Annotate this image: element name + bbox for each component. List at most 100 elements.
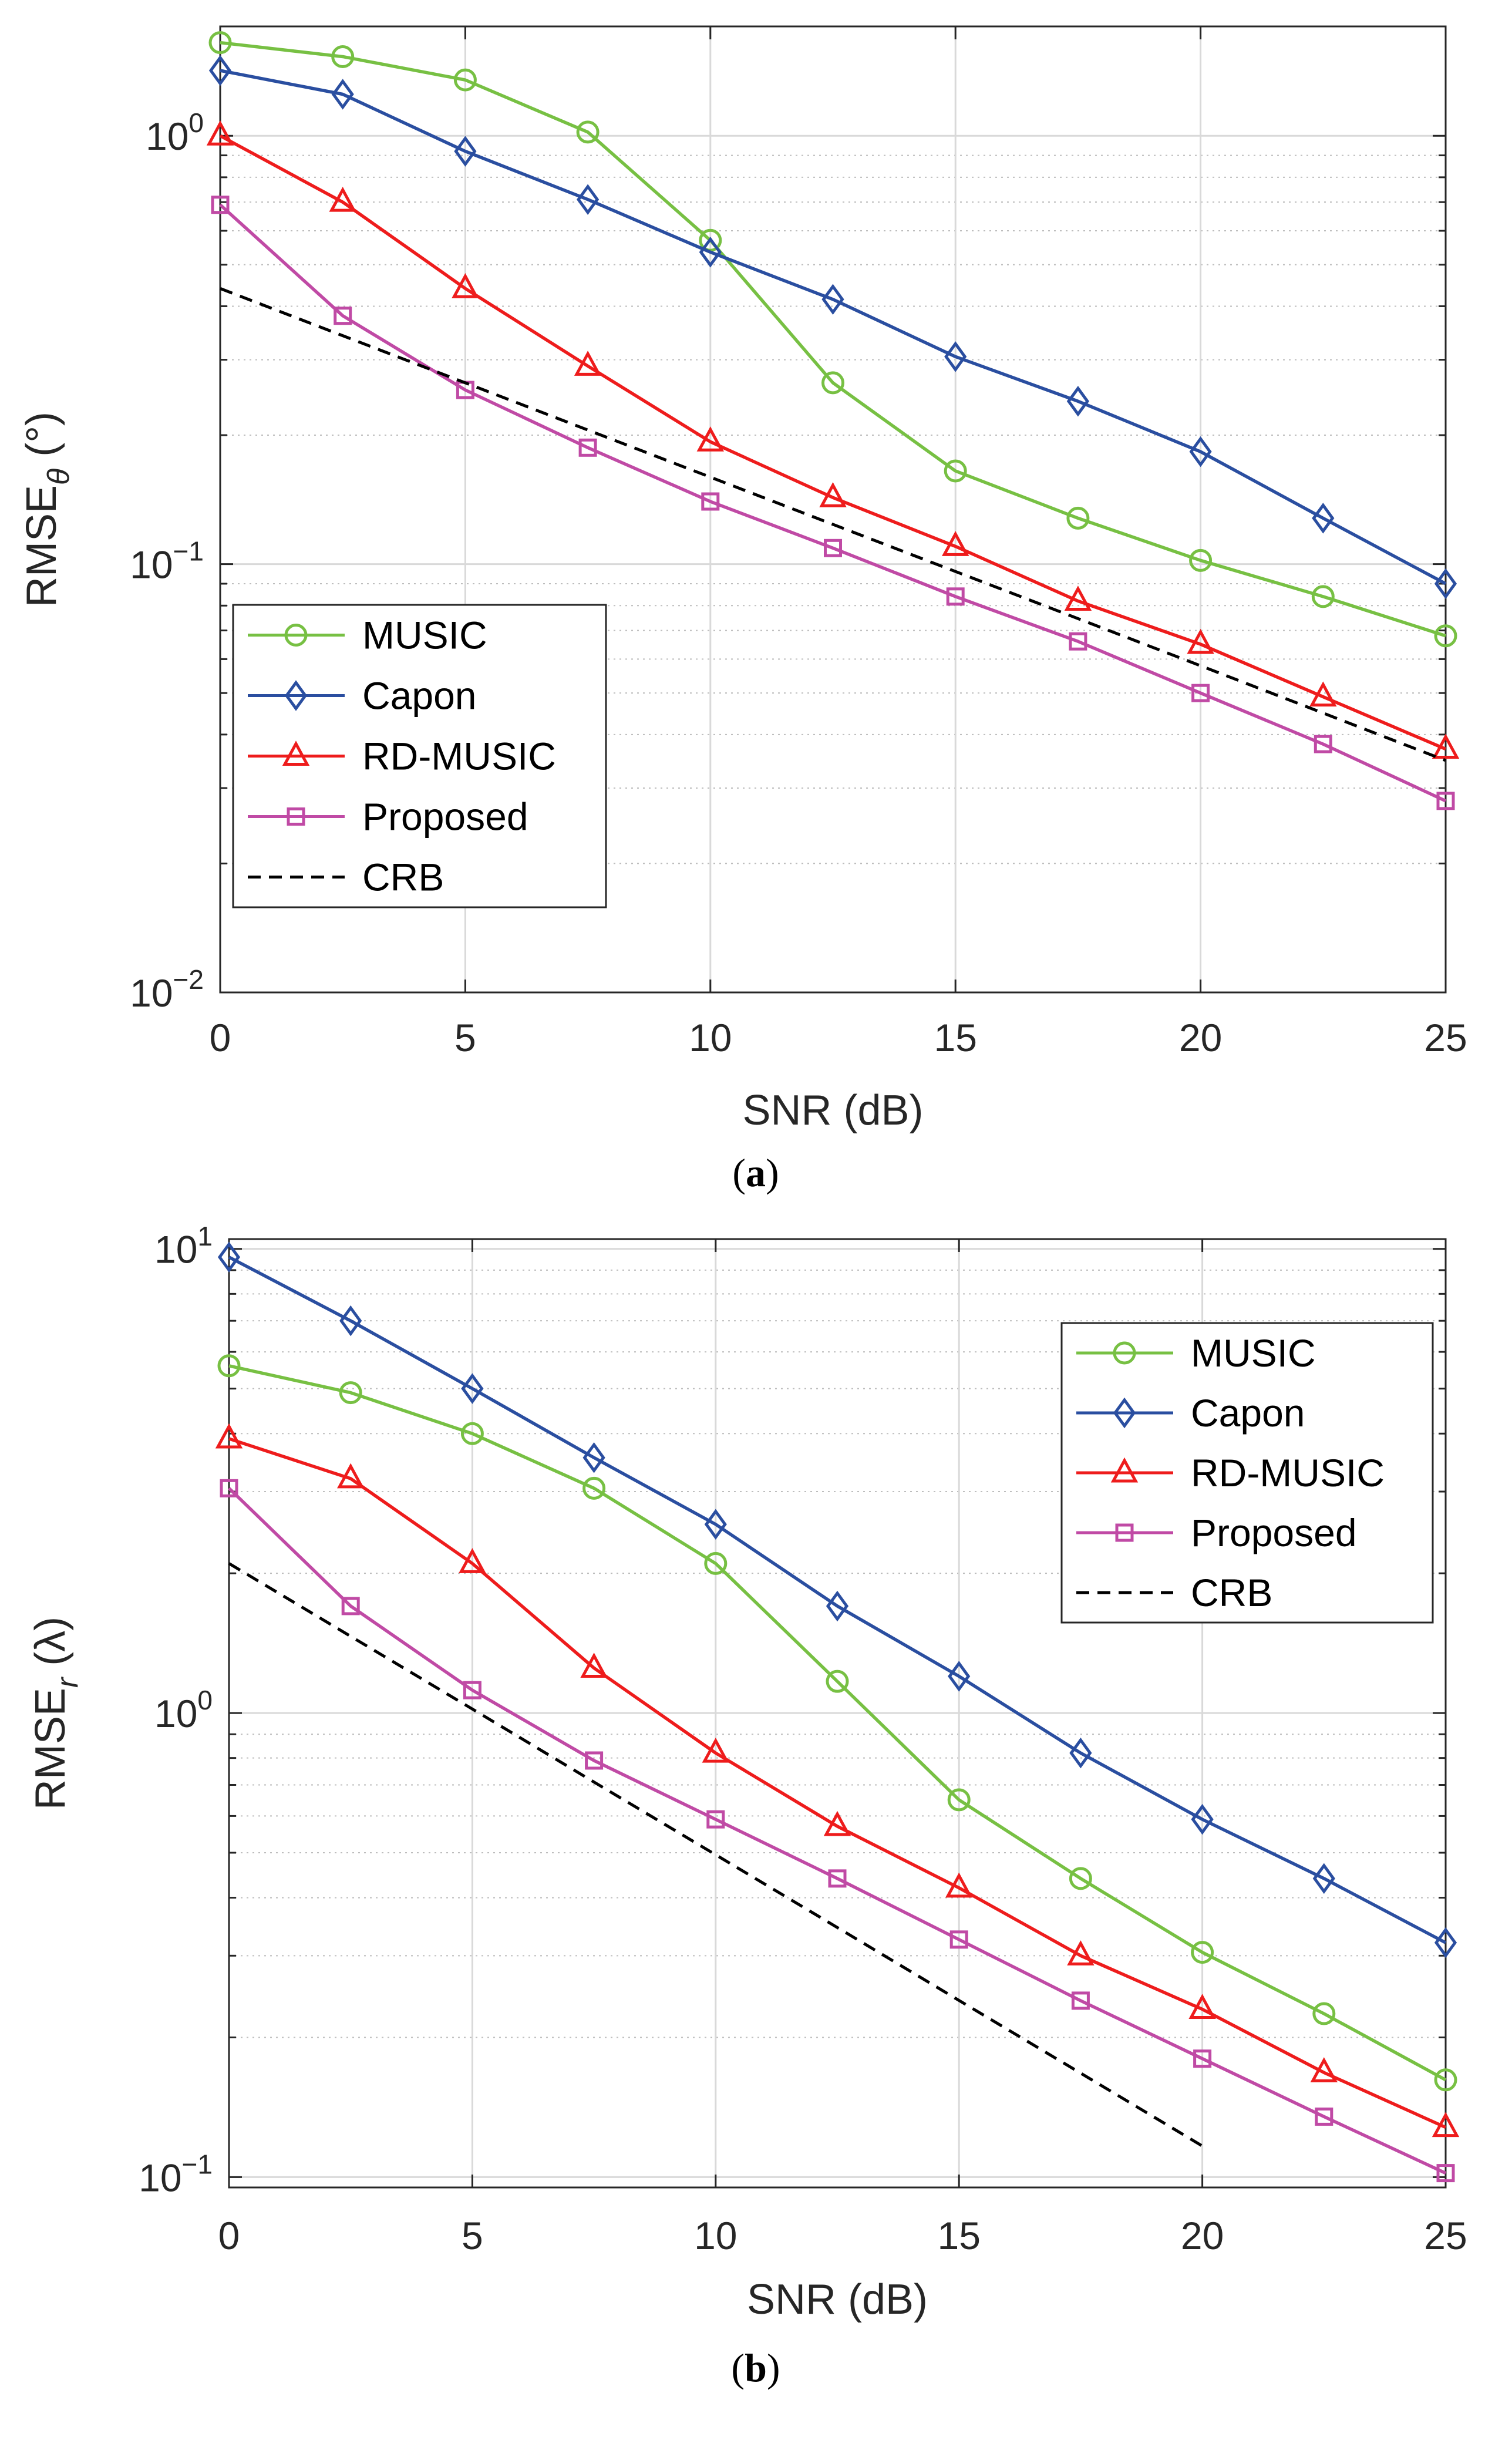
capon-line	[220, 69, 1447, 585]
rdmusic-marker	[702, 1737, 730, 1763]
legend-proposed-label: Proposed	[1191, 1511, 1357, 1554]
rdmusic-marker	[1067, 1940, 1095, 1965]
rdmusic-marker	[215, 1423, 243, 1449]
proposed-marker	[220, 1479, 238, 1497]
music-marker	[582, 1476, 606, 1500]
chart-b: 0 5 10 15 20 25 10−1 100 101 SNR (dB) RMSEr (λ) MUS…	[27, 1221, 1467, 2390]
legend-music-marker	[284, 624, 308, 647]
capon-line	[228, 1256, 1447, 1944]
proposed-marker	[578, 438, 597, 457]
capon-marker	[821, 284, 844, 315]
rdmusic-marker	[1187, 628, 1214, 654]
music-marker	[826, 1670, 849, 1693]
series-rdmusic	[215, 1423, 1460, 2138]
proposed-marker	[585, 1751, 604, 1770]
proposed-line	[219, 203, 1447, 803]
crb-line	[220, 287, 1446, 762]
proposed-marker	[1315, 2107, 1333, 2126]
proposed-line	[228, 1487, 1447, 2175]
proposed-marker	[334, 307, 352, 325]
capon-marker	[699, 237, 722, 268]
music-marker	[1434, 624, 1457, 648]
series-proposed	[220, 1479, 1455, 2183]
legend-proposed-marker	[1115, 1523, 1134, 1542]
x-tick-label: 0	[210, 1016, 231, 1059]
rdmusic-marker	[574, 351, 602, 376]
capon-marker	[582, 1442, 605, 1473]
x-tick-label: 10	[694, 2214, 737, 2257]
x-tick-label: 25	[1424, 2214, 1467, 2257]
music-marker	[460, 1422, 484, 1445]
x-axis-label: SNR (dB)	[747, 2276, 928, 2323]
y-tick-label: 10−2	[130, 964, 204, 1015]
y-axis-label: RMSEr (λ)	[27, 1617, 85, 1810]
legend: MUSIC Capon RD-MUSIC Proposed CRB	[1060, 1322, 1434, 1624]
rdmusic-marker	[336, 1463, 365, 1489]
legend-rdmusic-label: RD-MUSIC	[362, 735, 556, 778]
x-axis-label: SNR (dB)	[742, 1087, 923, 1134]
x-tick-label: 15	[934, 1016, 976, 1059]
legend-rdmusic-marker	[1110, 1457, 1139, 1483]
plot-frame	[219, 25, 1447, 994]
series-crb	[220, 287, 1446, 762]
rdmusic-marker	[1309, 681, 1337, 707]
capon-marker	[1189, 436, 1212, 467]
rdmusic-marker	[696, 426, 725, 452]
rdmusic-marker	[1188, 1994, 1216, 2020]
x-tick-label: 10	[689, 1016, 732, 1059]
proposed-marker	[946, 587, 965, 606]
x-tick-label: 0	[218, 2214, 240, 2257]
rdmusic-marker	[823, 1810, 851, 1836]
music-marker	[821, 371, 844, 395]
music-marker	[1066, 506, 1090, 530]
rdmusic-marker	[206, 120, 234, 146]
music-marker	[1311, 585, 1335, 608]
x-tick-label: 20	[1181, 2214, 1224, 2257]
y-tick-label: 100	[154, 1685, 213, 1735]
music-marker	[453, 68, 477, 92]
music-marker	[947, 1788, 971, 1812]
proposed-marker	[211, 196, 230, 214]
capon-marker	[461, 1373, 484, 1404]
capon-marker	[944, 341, 967, 372]
music-marker	[1191, 1941, 1214, 1964]
x-tick-label: 25	[1424, 1016, 1467, 1059]
capon-marker	[454, 136, 477, 167]
chart-a: 0 5 10 15 20 25 10−2 10−1 100 SNR (dB) RMSEθ (°) MU…	[18, 25, 1467, 1195]
music-marker	[699, 228, 722, 252]
rdmusic-marker	[459, 1548, 486, 1573]
legend-proposed-label: Proposed	[362, 795, 528, 839]
x-tick-label: 5	[462, 2214, 483, 2257]
legend-rdmusic-label: RD-MUSIC	[1191, 1451, 1385, 1495]
series-music	[217, 1354, 1457, 2092]
proposed-marker	[949, 1930, 968, 1949]
rdmusic-line	[219, 134, 1447, 751]
rdmusic-marker	[452, 273, 479, 298]
capon-marker	[1312, 503, 1335, 534]
y-tick-label: 100	[146, 107, 204, 158]
proposed-marker	[1191, 684, 1210, 702]
rdmusic-marker	[1310, 2057, 1338, 2082]
series-capon	[217, 1241, 1457, 1958]
capon-marker	[1434, 1927, 1457, 1958]
proposed-marker	[1069, 632, 1087, 651]
rdmusic-marker	[1432, 733, 1460, 759]
music-marker	[1312, 2002, 1336, 2025]
music-marker	[339, 1381, 362, 1405]
capon-marker	[339, 1305, 362, 1337]
capon-marker	[208, 55, 232, 86]
legend-music-label: MUSIC	[1191, 1331, 1316, 1375]
capon-marker	[704, 1509, 727, 1540]
capon-marker	[577, 184, 600, 215]
figure-caption: (b)	[731, 2345, 780, 2390]
figure-a: 0 5 10 15 20 25 10−2 10−1 100 SNR (dB) RMSEθ (°) MU…	[0, 0, 1512, 1224]
legend-proposed-marker	[287, 807, 305, 826]
capon-marker	[1069, 1737, 1092, 1769]
legend-crb-label: CRB	[362, 856, 444, 899]
rdmusic-marker	[580, 1652, 608, 1678]
series-music	[208, 31, 1457, 648]
legend-crb-label: CRB	[1191, 1571, 1272, 1614]
proposed-marker	[824, 538, 842, 557]
x-tick-label: 20	[1179, 1016, 1222, 1059]
proposed-marker	[1436, 792, 1455, 810]
